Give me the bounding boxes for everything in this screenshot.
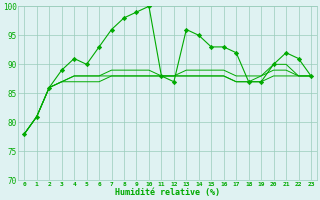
X-axis label: Humidité relative (%): Humidité relative (%) — [115, 188, 220, 197]
